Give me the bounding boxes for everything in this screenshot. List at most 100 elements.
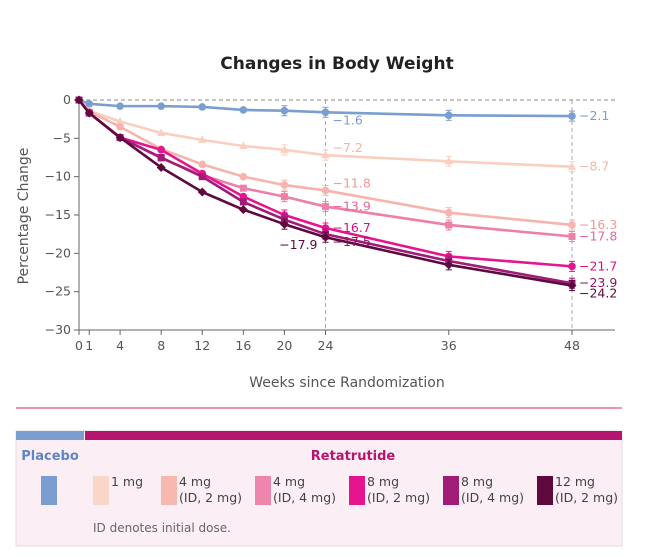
data-point [321,232,330,242]
legend-active-header: Retatrutide [311,449,396,464]
y-axis-label: Percentage Change [16,148,32,285]
data-point [85,100,94,108]
data-point [239,106,248,114]
data-label: −13.9 [333,199,371,214]
legend-item-label: 8 mg [367,474,399,489]
x-axis-label: Weeks since Randomization [249,375,445,391]
legend-swatch [255,476,271,505]
data-point [280,193,288,201]
x-tick-label: 36 [441,338,457,353]
data-point [279,219,289,229]
x-tick-label: 12 [194,338,210,353]
x-tick-label: 1 [85,338,93,353]
data-point [567,162,577,170]
data-point [239,198,247,206]
data-point [239,172,248,181]
data-point [321,224,330,232]
data-point [444,156,453,165]
data-point [445,221,453,229]
x-tick-label: 48 [564,338,580,353]
series-line-r12_2 [77,99,573,287]
legend-item-sublabel: (ID, 2 mg) [555,490,618,505]
data-label: −8.7 [579,159,609,174]
legend-item-label: 4 mg [179,474,211,489]
x-tick-label: 8 [157,338,165,353]
data-point [568,221,576,229]
data-point [568,262,576,271]
data-point [198,173,206,181]
y-tick-label: −5 [53,130,71,145]
data-label: −11.8 [333,175,371,190]
legend-placebo-header: Placebo [21,449,79,464]
data-label: −7.2 [333,140,363,155]
x-tick-label: 16 [235,338,251,353]
chart-title: Changes in Body Weight [220,54,453,74]
data-label: −2.1 [579,108,609,123]
data-point [444,111,453,120]
series-line-r4_2 [78,99,573,227]
legend-swatch [443,476,459,505]
data-point [321,108,330,117]
data-label: −16.3 [579,217,617,232]
legend-placebo-swatch [41,476,57,505]
data-point [198,135,207,143]
series-line-r1 [78,99,573,168]
legend-swatch [161,476,177,505]
data-point [321,150,330,159]
data-point [444,208,453,217]
data-point [116,102,124,110]
data-label: −16.7 [333,220,371,235]
data-point [280,106,289,115]
y-tick-label: −25 [45,284,71,299]
data-label: −17.9 [279,237,317,252]
data-point [115,116,125,125]
data-point [198,160,207,169]
y-tick-label: −30 [45,322,71,337]
legend-item-sublabel: (ID, 4 mg) [273,490,336,505]
data-point [116,123,124,131]
legend-footnote: ID denotes initial dose. [93,521,231,535]
legend-item-label: 1 mg [111,474,143,489]
data-point [321,186,330,195]
data-point [444,260,454,270]
legend-swatch [349,476,365,505]
y-tick-label: 0 [63,92,71,107]
legend-swatch [537,476,553,505]
data-point [322,203,329,211]
x-tick-label: 20 [276,338,292,353]
data-label: −17.5 [333,234,371,249]
legend-item-label: 8 mg [461,474,493,489]
data-label: −24.2 [579,286,617,301]
data-point [115,133,125,143]
data-point [157,154,165,161]
data-point [198,103,207,111]
y-tick-label: −10 [45,169,71,184]
legend-placebo-bar [16,431,84,440]
data-point [280,181,289,189]
data-point [568,112,576,120]
legend-item-label: 4 mg [273,474,305,489]
legend-item-sublabel: (ID, 2 mg) [367,490,430,505]
data-label: −21.7 [579,258,617,273]
data-point [84,108,94,118]
y-tick-label: −20 [45,245,71,260]
data-label: −1.6 [333,112,363,127]
series-line-placebo [78,98,573,118]
data-point [74,95,84,105]
data-point [157,146,165,154]
x-tick-label: 24 [318,338,334,353]
data-point [239,141,248,149]
legend-item-sublabel: (ID, 2 mg) [179,490,242,505]
data-point [197,187,207,197]
legend-box [15,430,623,547]
data-point [156,162,166,172]
data-point [567,281,577,291]
data-point [239,184,247,192]
data-point [280,145,289,153]
data-point [157,102,165,110]
data-point [156,128,166,136]
y-tick-label: −15 [45,207,71,222]
legend-item-sublabel: (ID, 4 mg) [461,490,524,505]
